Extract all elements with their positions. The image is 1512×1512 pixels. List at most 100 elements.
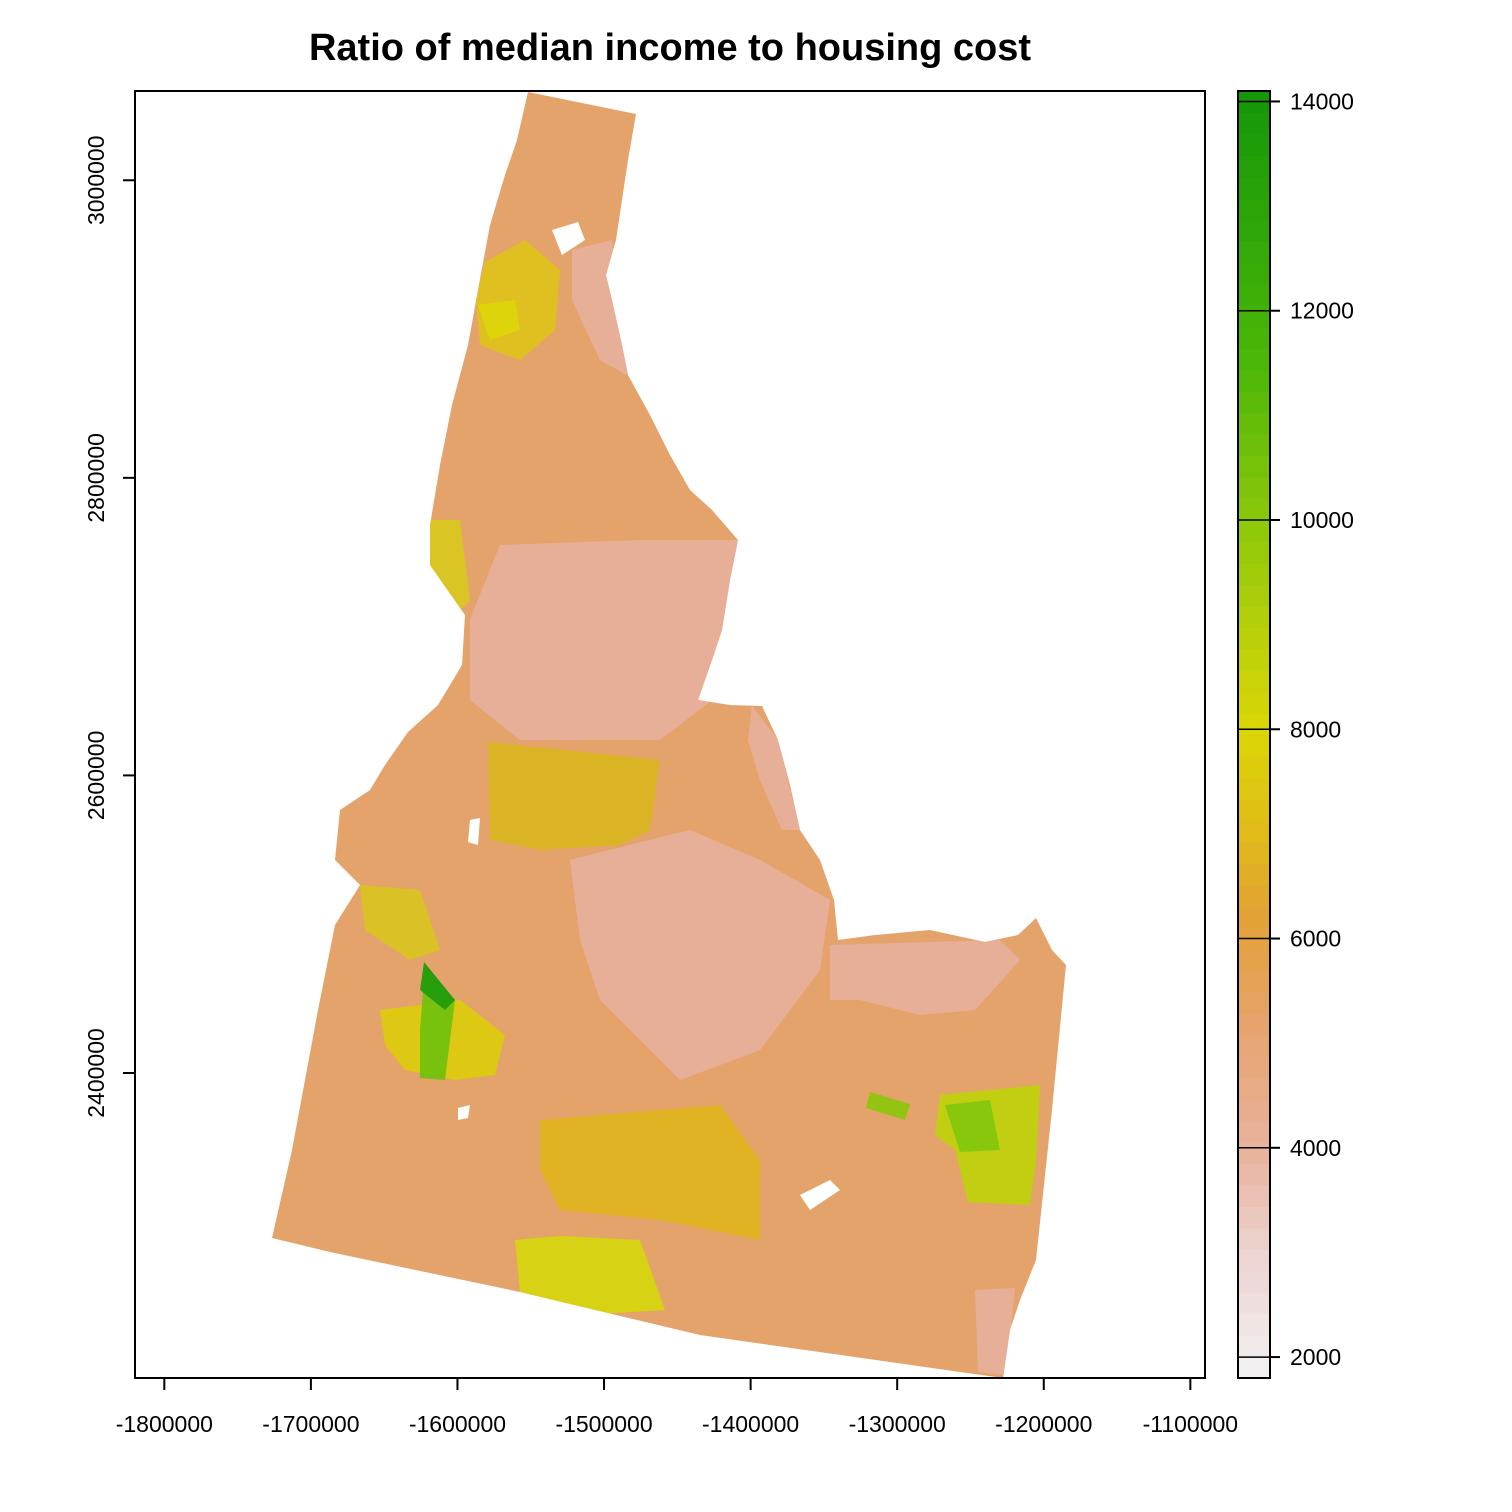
patch-panhandle-pink-strip bbox=[572, 240, 632, 378]
legend-swatch bbox=[1238, 305, 1270, 328]
y-tick-label: 2800000 bbox=[83, 433, 109, 523]
patch-west-yellow-patch bbox=[360, 885, 440, 960]
legend-swatch bbox=[1238, 241, 1270, 264]
patch-southeast-green-core bbox=[945, 1100, 1000, 1152]
legend-swatch bbox=[1238, 1142, 1270, 1165]
y-axis: 2400000 2600000 2800000 3000000 bbox=[83, 135, 136, 1118]
legend-swatch bbox=[1238, 1034, 1270, 1057]
legend-swatch bbox=[1238, 326, 1270, 349]
patch-north-yellow-b bbox=[478, 300, 520, 340]
legend-tick-label: 8000 bbox=[1290, 716, 1341, 742]
legend-swatch bbox=[1238, 262, 1270, 285]
color-legend: 2000 4000 6000 8000 10000 12000 14000 bbox=[1237, 88, 1354, 1379]
legend-ticks: 2000 4000 6000 8000 10000 12000 14000 bbox=[1238, 88, 1354, 1370]
legend-swatch bbox=[1238, 841, 1270, 864]
y-tick-label: 3000000 bbox=[83, 135, 109, 225]
patch-south-orange-yellow bbox=[540, 1105, 760, 1240]
legend-tick-label: 12000 bbox=[1290, 298, 1354, 324]
x-tick-label: -1600000 bbox=[409, 1411, 506, 1437]
legend-swatch bbox=[1238, 820, 1270, 843]
legend-swatch bbox=[1238, 1120, 1270, 1143]
legend-swatch bbox=[1238, 1335, 1270, 1358]
legend-swatch bbox=[1238, 112, 1270, 135]
legend-tick-label: 6000 bbox=[1290, 926, 1341, 952]
nodata-reservoir-south bbox=[800, 1180, 840, 1210]
patch-divide-pink-strip bbox=[748, 706, 800, 830]
legend-swatch bbox=[1238, 777, 1270, 800]
x-axis: -1800000 -1700000 -1600000 -1500000 -1400000… bbox=[116, 1377, 1239, 1437]
legend-swatch bbox=[1238, 1270, 1270, 1293]
x-tick-label: -1100000 bbox=[1143, 1411, 1239, 1437]
nodata-lake-central bbox=[468, 818, 480, 845]
legend-swatch bbox=[1238, 1163, 1270, 1186]
legend-swatch bbox=[1238, 391, 1270, 414]
patch-south-central-pink bbox=[570, 830, 830, 1080]
y-tick-label: 2600000 bbox=[83, 731, 109, 821]
legend-swatch bbox=[1238, 1077, 1270, 1100]
legend-swatch bbox=[1238, 670, 1270, 693]
x-tick-label: -1300000 bbox=[849, 1411, 946, 1437]
map-title: Ratio of median income to housing cost bbox=[309, 27, 1031, 69]
legend-swatch bbox=[1238, 455, 1270, 478]
legend-swatch bbox=[1238, 412, 1270, 435]
legend-swatch bbox=[1238, 520, 1270, 543]
legend-swatch bbox=[1238, 906, 1270, 929]
legend-swatch bbox=[1238, 648, 1270, 671]
x-tick-label: -1200000 bbox=[995, 1411, 1092, 1437]
legend-swatch bbox=[1238, 434, 1270, 457]
x-tick-label: -1500000 bbox=[555, 1411, 652, 1437]
nodata-lake-north bbox=[552, 222, 585, 255]
legend-swatch bbox=[1238, 176, 1270, 199]
legend-swatch bbox=[1238, 691, 1270, 714]
legend-swatch bbox=[1238, 949, 1270, 972]
legend-swatch bbox=[1238, 369, 1270, 392]
legend-swatch bbox=[1238, 1227, 1270, 1250]
legend-swatch bbox=[1238, 734, 1270, 757]
legend-swatch bbox=[1238, 541, 1270, 564]
legend-swatch bbox=[1238, 1292, 1270, 1315]
legend-tick-label: 2000 bbox=[1290, 1344, 1341, 1370]
x-tick-label: -1400000 bbox=[702, 1411, 799, 1437]
legend-swatch bbox=[1238, 1249, 1270, 1272]
legend-swatch bbox=[1238, 1013, 1270, 1036]
patch-central-pink-region bbox=[470, 540, 740, 740]
patch-south-yellow-lobe bbox=[515, 1236, 665, 1314]
y-tick-label: 2400000 bbox=[83, 1028, 109, 1118]
legend-swatch bbox=[1238, 348, 1270, 371]
value-patches bbox=[360, 222, 1040, 1375]
legend-swatch bbox=[1238, 562, 1270, 585]
legend-swatch bbox=[1238, 863, 1270, 886]
legend-swatch bbox=[1238, 798, 1270, 821]
patch-east-pink-region bbox=[830, 940, 1020, 1015]
legend-swatch bbox=[1238, 1206, 1270, 1229]
legend-frame bbox=[1237, 90, 1271, 1379]
x-tick-label: -1800000 bbox=[116, 1411, 213, 1437]
legend-swatch bbox=[1238, 970, 1270, 993]
patch-east-green-strip bbox=[866, 1092, 910, 1120]
legend-tick-label: 10000 bbox=[1290, 507, 1354, 533]
legend-swatch bbox=[1238, 627, 1270, 650]
legend-tick-label: 4000 bbox=[1290, 1135, 1341, 1161]
legend-swatch bbox=[1238, 991, 1270, 1014]
legend-swatch bbox=[1238, 284, 1270, 307]
legend-tick-label: 14000 bbox=[1290, 88, 1354, 114]
legend-swatch bbox=[1238, 155, 1270, 178]
raster-layer bbox=[272, 92, 1066, 1378]
legend-swatch bbox=[1238, 584, 1270, 607]
legend-swatch bbox=[1238, 1099, 1270, 1122]
legend-swatch bbox=[1238, 133, 1270, 156]
nodata-lake-southwest bbox=[458, 1105, 470, 1120]
legend-swatch bbox=[1238, 477, 1270, 500]
legend-swatch bbox=[1238, 884, 1270, 907]
legend-swatch bbox=[1238, 605, 1270, 628]
legend-swatch bbox=[1238, 1184, 1270, 1207]
patch-southeast-strip-pink bbox=[975, 1288, 1015, 1375]
legend-swatch bbox=[1238, 219, 1270, 242]
legend-swatch bbox=[1238, 755, 1270, 778]
legend-swatch bbox=[1238, 198, 1270, 221]
legend-color-bar bbox=[1238, 91, 1270, 1379]
x-tick-label: -1700000 bbox=[262, 1411, 359, 1437]
legend-swatch bbox=[1238, 713, 1270, 736]
legend-swatch bbox=[1238, 1056, 1270, 1079]
